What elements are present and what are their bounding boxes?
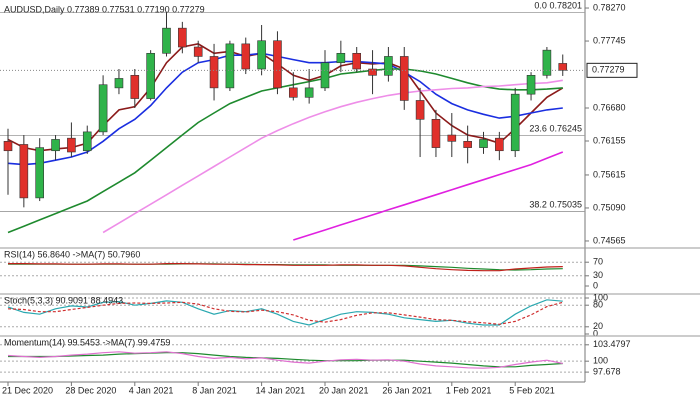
indicator-line <box>8 263 563 272</box>
x-tick-label: 28 Dec 2020 <box>65 385 116 395</box>
y-tick-label: 30 <box>593 270 603 280</box>
candle-body <box>479 139 488 148</box>
indicator-line <box>7 52 563 166</box>
candle-body <box>19 144 29 199</box>
y-tick-label: 0 <box>593 280 598 290</box>
indicator-line <box>7 301 563 325</box>
panel-title: RSI(14) 56.8640 ->MA(7) 50.7960 <box>4 249 140 259</box>
indicator-line <box>102 79 563 234</box>
x-tick-label: 4 Jan 2021 <box>129 385 174 395</box>
last-price-box <box>586 62 638 78</box>
x-tick-label: 8 Jan 2021 <box>192 385 237 395</box>
candle-body <box>336 52 346 64</box>
last-price-label: 0.77279 <box>592 65 625 75</box>
candle-body <box>51 139 60 152</box>
x-tick-label: 20 Jan 2021 <box>319 385 369 395</box>
x-tick-label: 1 Feb 2021 <box>446 385 492 395</box>
y-tick-label: 0.78270 <box>593 2 626 12</box>
fib-ratio: 23.6 <box>529 124 547 134</box>
y-tick-label: 0 <box>593 328 598 338</box>
candle-body <box>415 100 425 120</box>
x-tick-label: 26 Jan 2021 <box>382 385 432 395</box>
indicator-line <box>7 299 563 326</box>
y-tick-label: 100 <box>593 292 608 302</box>
panel-title: Momentum(14) 99.5453 ->MA(7) 99.4759 <box>4 337 170 347</box>
candle-body <box>558 63 568 71</box>
indicator-line <box>7 68 563 234</box>
candle-body <box>82 131 92 152</box>
candle-body <box>526 75 536 95</box>
y-tick-label: 0.75090 <box>593 202 626 212</box>
y-tick-label: 97.678 <box>593 366 621 376</box>
candle-body <box>35 147 45 199</box>
y-tick-label: 0.76155 <box>593 135 626 145</box>
fib-label: 38.2 0.75035 <box>529 200 582 210</box>
candle-body <box>352 52 362 70</box>
candle-body <box>193 46 203 57</box>
panel-title: Stoch(5,3,3) 90.9091 88.4943 <box>4 295 123 305</box>
y-tick-label: 0.76680 <box>593 102 626 112</box>
y-tick-label: 0.77745 <box>593 35 626 45</box>
y-tick-label: 0.75615 <box>593 169 626 179</box>
candle-body <box>495 137 504 152</box>
candle-body <box>241 43 251 70</box>
candle-body <box>146 52 155 99</box>
y-tick-label: 70 <box>593 257 603 267</box>
candle-body <box>273 40 282 89</box>
fib-price: 0.76245 <box>549 124 582 134</box>
candle-body <box>399 56 409 101</box>
candle-body <box>130 75 140 99</box>
fib-ratio: 0.0 <box>534 1 547 11</box>
candle-body <box>162 27 171 54</box>
indicator-line <box>293 151 564 241</box>
y-tick-label: 0.74565 <box>593 235 626 245</box>
x-tick-label: 14 Jan 2021 <box>256 385 306 395</box>
x-tick-label: 5 Feb 2021 <box>509 385 555 395</box>
candle-body <box>320 62 330 89</box>
x-tick-label: 21 Dec 2020 <box>2 385 53 395</box>
candle-body <box>178 27 187 48</box>
candle-body <box>67 137 76 153</box>
y-tick-label: 80 <box>593 300 603 310</box>
y-tick-label: 20 <box>593 321 603 331</box>
fib-label: 23.6 0.76245 <box>529 124 582 134</box>
fib-label: 0.0 0.78201 <box>534 1 582 11</box>
candle-body <box>384 56 393 76</box>
candle-body <box>98 84 108 133</box>
indicator-line <box>7 351 563 369</box>
candle-body <box>288 87 298 98</box>
candle-body <box>225 43 235 89</box>
y-tick-label: 100 <box>593 356 608 366</box>
fib-price: 0.78201 <box>549 1 582 11</box>
chart-title: AUDUSD,Daily 0.77389 0.77531 0.77190 0.7… <box>4 4 205 14</box>
candle-body <box>3 141 13 152</box>
candle-body <box>510 93 520 152</box>
candle-body <box>114 78 124 89</box>
fib-ratio: 38.2 <box>529 200 547 210</box>
candle-body <box>542 49 552 76</box>
fib-price: 0.75035 <box>549 200 582 210</box>
candle-body <box>257 40 266 70</box>
candle-body <box>209 56 219 89</box>
y-tick-label: 103.4797 <box>593 339 631 349</box>
indicator-line <box>8 352 563 368</box>
candle-body <box>431 119 441 148</box>
candle-body <box>368 68 377 76</box>
candle-body <box>463 141 472 148</box>
candle-body <box>447 134 457 142</box>
candle-body <box>304 87 314 98</box>
